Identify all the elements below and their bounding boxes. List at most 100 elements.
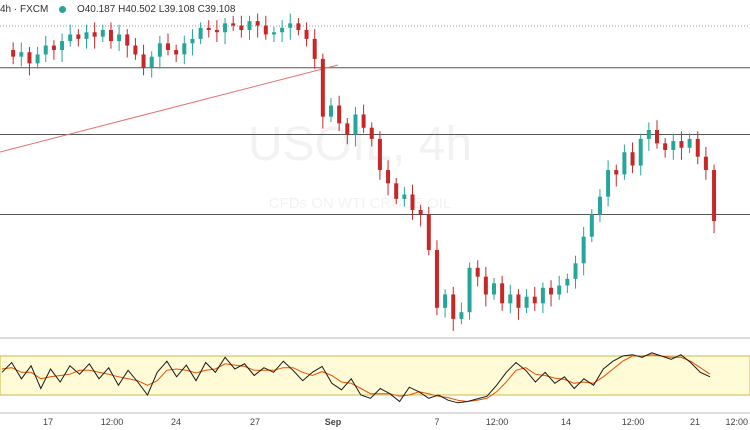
candle-body [622, 152, 627, 175]
candle-body [589, 214, 594, 237]
candle-body [166, 43, 170, 50]
candle-body [573, 263, 578, 279]
candle-body [198, 27, 203, 39]
candle-body [549, 287, 554, 295]
candle-body [443, 294, 448, 308]
close-value: C39.108 [197, 4, 236, 15]
candle-body [361, 114, 366, 128]
candle-body [296, 23, 301, 30]
candle-body [377, 138, 382, 170]
candle-body [280, 27, 285, 33]
candle-body [288, 23, 293, 28]
candle-body [532, 296, 537, 304]
time-axis-label: 12:00 [485, 417, 509, 427]
candle-body [630, 152, 635, 166]
watermark-description: CFDs ON WTI CRUDE OIL [269, 195, 452, 212]
time-axis-label: 21 [689, 417, 701, 427]
candle-body [540, 287, 545, 304]
candle-body [271, 32, 276, 35]
candle-body [255, 21, 260, 26]
candle-body [638, 138, 643, 166]
candle-body [475, 267, 480, 277]
candle-body [353, 114, 358, 135]
candle-body [43, 45, 48, 55]
symbol-watermark: USOIL, 4h CFDs ON WTI CRUDE OIL [248, 118, 472, 212]
candle-body [312, 38, 317, 59]
time-axis-label: 24 [170, 417, 182, 427]
candle-body [141, 54, 146, 68]
candle-body [695, 138, 700, 157]
candle-body [459, 312, 464, 319]
watermark-symbol: USOIL, 4h [248, 118, 472, 171]
time-axis-label: 12:00 [621, 417, 645, 427]
candle-body [410, 194, 415, 210]
candle-body [581, 236, 586, 264]
time-axis-label: Sep [324, 417, 342, 427]
candle-body [35, 54, 40, 64]
candle-body [100, 30, 105, 37]
time-axis-label: 27 [249, 417, 261, 427]
candle-body [606, 170, 611, 197]
candle-body [149, 56, 154, 68]
candle-body [418, 210, 423, 215]
stochastic-k-line [1, 352, 711, 404]
candle-body [492, 283, 496, 295]
candle-body [655, 130, 659, 144]
candle-body [402, 194, 407, 199]
candle-body [394, 183, 399, 199]
candle-body [337, 105, 342, 124]
candle-body [19, 52, 24, 57]
candle-body [133, 45, 138, 55]
candle-body [483, 276, 488, 295]
candle-body [84, 32, 89, 39]
candle-body [597, 196, 602, 215]
candle-body [11, 50, 16, 57]
candle-body [76, 34, 81, 39]
low-value: L39.108 [158, 4, 195, 15]
time-axis-label: 14 [560, 417, 572, 427]
candle-body [247, 21, 252, 30]
candle-body [703, 156, 708, 170]
candle-body [125, 34, 130, 46]
candle-body [524, 296, 529, 308]
candle-body [223, 23, 228, 33]
candle-body [646, 130, 651, 139]
candle-body [386, 170, 391, 184]
candle-body [369, 127, 374, 139]
candle-body [508, 294, 513, 304]
candle-body [426, 214, 431, 250]
time-axis-label: 7 [434, 417, 440, 427]
candle-body [679, 141, 684, 148]
candle-body [434, 250, 439, 308]
candle-body [239, 25, 244, 30]
time-axis-label: 12:00 [725, 417, 748, 427]
candle-body [108, 30, 113, 42]
trendline[interactable] [0, 64, 339, 153]
candle-body [451, 294, 456, 319]
source-label: FXCM [20, 4, 49, 15]
candle-body [329, 105, 333, 117]
candles-group [11, 13, 717, 331]
candle-body [671, 141, 676, 150]
candle-body [557, 285, 562, 295]
market-status-icon [59, 5, 67, 13]
candle-body [516, 294, 521, 308]
candle-body [304, 30, 309, 39]
candle-body [157, 43, 162, 57]
candle-body [92, 32, 97, 37]
candle-body [467, 267, 472, 313]
candle-body [712, 170, 717, 222]
legend-separator: · [13, 4, 18, 15]
candle-body [345, 123, 350, 135]
horizontal-levels [0, 67, 750, 215]
candle-body [117, 34, 122, 42]
time-axis-label: 12:00 [100, 417, 124, 427]
candle-body [174, 50, 179, 55]
candle-body [27, 52, 32, 64]
time-axis[interactable]: 17 12:00 24 27 Sep 7 12:00 14 12:00 21 12:00 [0, 414, 750, 430]
time-axis-label: 17 [42, 417, 54, 427]
candle-body [565, 278, 570, 286]
candle-body [68, 34, 73, 42]
